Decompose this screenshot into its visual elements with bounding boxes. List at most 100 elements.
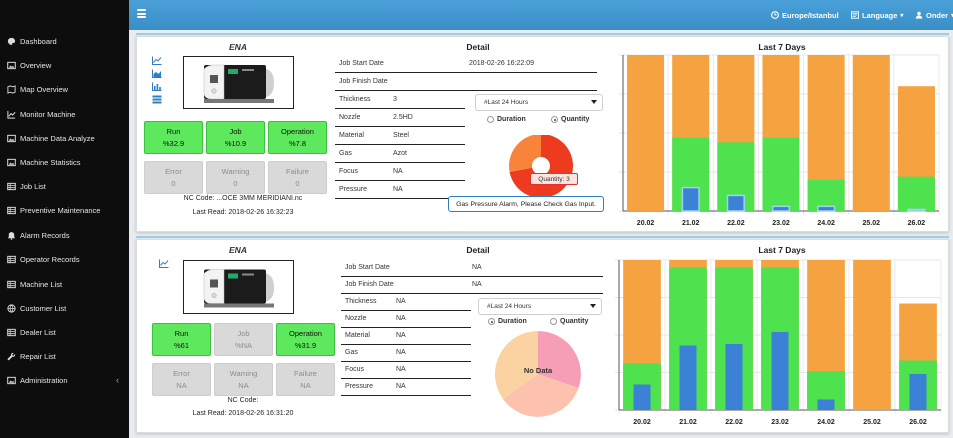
sidebar-item-label: Dashboard [20, 36, 57, 46]
language-menu[interactable]: Language ▾ [851, 0, 903, 30]
sidebar-item-label: Overview [20, 60, 52, 70]
x-tick-label: 26.02 [909, 419, 927, 426]
user-name: Onder [926, 10, 949, 20]
user-icon [915, 11, 923, 19]
table-icon [7, 280, 16, 289]
stat-label: Job [237, 328, 250, 338]
bar-blue[interactable] [817, 205, 836, 212]
detail-value: NA [396, 366, 406, 373]
detail-key: Gas [345, 349, 358, 356]
line-chart-icon[interactable] [152, 56, 162, 65]
pie-slice[interactable] [494, 331, 538, 399]
bar-blue[interactable] [725, 344, 743, 410]
detail-row: Material NA [341, 327, 471, 345]
bar-blue[interactable] [726, 194, 745, 212]
x-tick-label: 23.02 [772, 220, 790, 227]
sidebar-item-preventive-maintenance[interactable]: Preventive Maintenance [0, 200, 129, 220]
stat-value: %10.9 [224, 138, 247, 148]
area-chart-icon[interactable] [152, 69, 162, 78]
sidebar-item-machine-data-analyze[interactable]: Machine Data Analyze [0, 128, 129, 148]
stat-run: Run %61 [152, 323, 211, 356]
sidebar-item-overview[interactable]: Overview [0, 55, 129, 75]
bar-orange[interactable] [852, 55, 890, 211]
laser-machine-illustration [203, 269, 274, 308]
detail-row: Nozzle 2.5HD [335, 109, 465, 127]
radio-duration[interactable]: Duration [488, 318, 527, 325]
line-chart-icon[interactable] [159, 259, 169, 268]
sidebar-item-administration[interactable]: Administration ‹ [0, 370, 129, 390]
stat-value: 0 [171, 178, 176, 188]
bar-blue[interactable] [817, 399, 835, 411]
stat-error: Error 0 [144, 161, 203, 194]
bar-blue[interactable] [771, 332, 789, 410]
detail-key: Pressure [339, 186, 368, 193]
bar-chart-icon[interactable] [152, 82, 162, 91]
bar-blue[interactable] [909, 374, 927, 410]
detail-value: 3 [393, 96, 397, 103]
pie-slice[interactable] [538, 331, 581, 388]
radio-quantity[interactable]: Quantity [551, 116, 589, 123]
machine-name: ENA [229, 245, 247, 255]
bar-blue[interactable] [681, 186, 700, 212]
stat-warning: Warning 0 [206, 161, 265, 194]
stat-label: Run [166, 126, 181, 136]
sidebar-item-repair-list[interactable]: Repair List [0, 346, 129, 366]
panel-divider [136, 33, 949, 35]
detail-title: Detail [466, 245, 490, 255]
detail-value: 2018-02-26 16:22:09 [469, 60, 534, 67]
detail-key: Pressure [345, 383, 374, 390]
bar-blue[interactable] [907, 208, 926, 212]
period-select[interactable]: #Last 24 Hours [478, 298, 602, 315]
period-select[interactable]: #Last 24 Hours [475, 94, 603, 111]
caret-down-icon [591, 100, 597, 104]
clock-icon [771, 11, 779, 19]
detail-row: Thickness 3 [335, 91, 465, 109]
sidebar-item-machine-list[interactable]: Machine List [0, 274, 129, 294]
chart-title: Last 7 Days [758, 245, 806, 255]
menu-toggle-icon[interactable] [137, 9, 146, 18]
detail-value: NA [396, 298, 406, 305]
chevron-left-icon[interactable]: ‹ [116, 375, 119, 385]
bell-icon [7, 231, 16, 240]
pie-slice[interactable] [503, 374, 579, 417]
radio-dot [551, 116, 558, 123]
pie-no-data: No Data [523, 366, 553, 375]
detail-key: Job Finish Date [345, 281, 394, 288]
status-pie-chart [494, 331, 581, 417]
sidebar-item-machine-statistics[interactable]: Machine Statistics [0, 152, 129, 172]
detail-row: Pressure NA [335, 181, 465, 199]
bar-blue[interactable] [679, 345, 697, 411]
sidebar-item-map-overview[interactable]: Map Overview [0, 79, 129, 99]
bar-orange[interactable] [853, 260, 891, 410]
palette-icon [7, 37, 16, 46]
sidebar-item-dealer-list[interactable]: Dealer List [0, 322, 129, 342]
sidebar-item-monitor-machine[interactable]: Monitor Machine [0, 104, 129, 124]
sidebar-item-alarm-records[interactable]: Alarm Records [0, 225, 129, 245]
bar-blue[interactable] [633, 384, 651, 411]
stat-value: %NA [234, 340, 253, 350]
sidebar-item-customer-list[interactable]: Customer List [0, 298, 129, 318]
radio-duration[interactable]: Duration [487, 116, 526, 123]
sidebar-item-job-list[interactable]: Job List [0, 176, 129, 196]
detail-row: Job Finish Date [335, 73, 597, 91]
sidebar-item-dashboard[interactable]: Dashboard [0, 31, 129, 51]
sidebar-item-label: Repair List [20, 351, 56, 361]
bar-green[interactable] [897, 176, 935, 211]
radio-duration-label: Duration [497, 116, 526, 123]
flag-icon [851, 11, 859, 19]
detail-value: NA [396, 332, 406, 339]
bar-blue[interactable] [771, 205, 791, 212]
x-tick-label: 21.02 [682, 220, 700, 227]
detail-row: Gas NA [341, 344, 471, 362]
bar-green[interactable] [762, 137, 800, 211]
detail-value: NA [472, 281, 482, 288]
bar-orange[interactable] [627, 55, 665, 211]
sidebar-item-operator-records[interactable]: Operator Records [0, 249, 129, 269]
list-icon[interactable] [152, 95, 162, 104]
radio-quantity[interactable]: Quantity [550, 318, 588, 325]
panel-divider [136, 236, 949, 238]
user-menu[interactable]: Onder ▾ [915, 0, 953, 30]
timezone-link[interactable]: Europe/Istanbul [771, 0, 839, 30]
sidebar-item-label: Administration [20, 375, 68, 385]
machine-tools [159, 259, 169, 268]
